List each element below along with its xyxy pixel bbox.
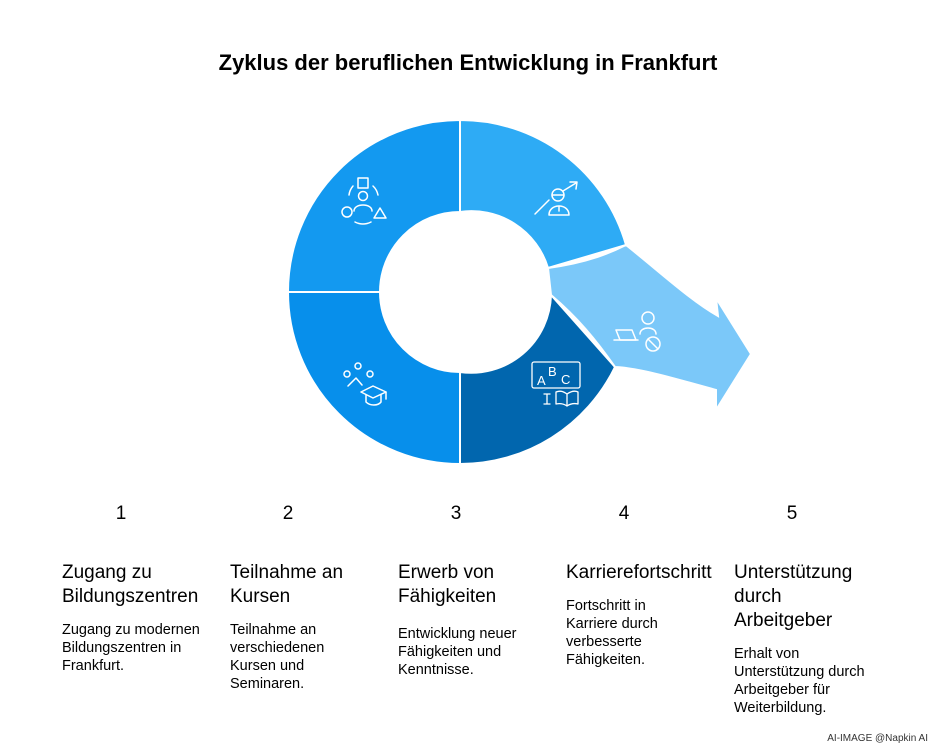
step-description-2: Teilnahme an verschiedenen Kursen und Se…: [230, 622, 325, 692]
svg-text:C: C: [561, 372, 570, 387]
step-number-3: 3: [450, 503, 462, 524]
step-title-4: Karrierefortschritt: [566, 562, 712, 583]
cycle-segment-1: [286, 118, 461, 293]
step-title-5: Unterstützung durch Arbeitgeber: [734, 562, 853, 631]
step-description-1: Zugang zu modernen Bildungszentren in Fr…: [62, 622, 200, 674]
abc-book-icon: A B C: [531, 361, 581, 407]
support-person-icon: [613, 311, 661, 352]
step-title-2: Teilnahme an Kursen: [230, 562, 344, 607]
step-description-4: Fortschritt in Karriere durch verbessert…: [566, 598, 658, 668]
svg-text:A: A: [537, 373, 546, 388]
step-number-1: 1: [115, 503, 127, 524]
step-description-5: Erhalt von Unterstützung durch Arbeitgeb…: [734, 646, 865, 716]
credit-label: AI-IMAGE @Napkin AI: [827, 733, 928, 744]
graduation-cap-icon: [343, 362, 387, 406]
cycle-segment-4: [459, 118, 628, 270]
step-number-5: 5: [786, 503, 798, 524]
step-title-1: Zugang zu Bildungszentren: [62, 562, 199, 607]
step-number-4: 4: [618, 503, 630, 524]
people-shapes-icon: [341, 177, 387, 225]
svg-text:B: B: [548, 364, 557, 379]
step-title-3: Erwerb von Fähigkeiten: [398, 562, 497, 607]
cycle-diagram: A B C: [286, 118, 753, 466]
career-growth-icon: [534, 181, 578, 216]
page-title: Zyklus der beruflichen Entwicklung in Fr…: [218, 50, 718, 75]
cycle-segment-3: [459, 292, 617, 466]
step-number-2: 2: [282, 503, 294, 524]
cycle-segment-2: [286, 291, 461, 466]
step-description-3: Entwicklung neuer Fähigkeiten und Kenntn…: [398, 626, 517, 678]
